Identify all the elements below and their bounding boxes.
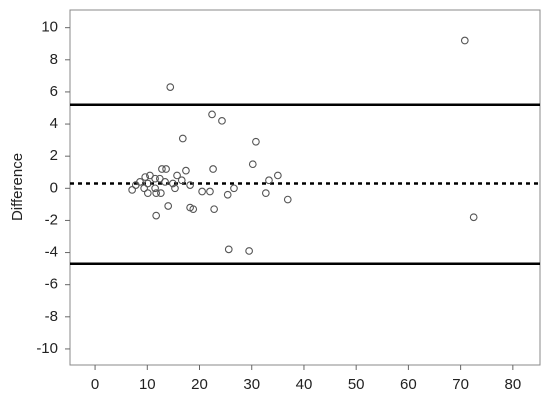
data-point: [209, 165, 217, 173]
x-tick-label: 60: [400, 376, 417, 393]
data-point: [171, 184, 179, 193]
data-point: [182, 166, 190, 175]
data-point: [177, 176, 186, 185]
y-tick-label: -2: [45, 211, 58, 228]
data-point: [162, 165, 170, 173]
x-tick-label: 40: [296, 376, 313, 393]
x-tick-label: 30: [243, 376, 260, 393]
x-tick-label: 10: [139, 376, 156, 393]
data-point: [158, 165, 166, 173]
x-tick-label: 20: [191, 376, 208, 393]
data-point: [206, 187, 214, 196]
data-point: [283, 195, 292, 204]
data-point: [169, 179, 177, 188]
data-point: [141, 173, 150, 181]
y-tick-label: -6: [45, 276, 58, 293]
data-point: [161, 178, 169, 186]
data-point: [143, 179, 152, 188]
data-point: [469, 213, 478, 222]
y-tick-label: 2: [50, 147, 58, 164]
y-tick-label: -10: [36, 340, 58, 357]
data-point: [218, 116, 226, 125]
data-point: [198, 187, 206, 196]
y-tick-label: 6: [50, 83, 58, 100]
data-point: [208, 110, 216, 119]
y-axis-label: Difference: [9, 153, 26, 221]
x-tick-label: 80: [505, 376, 522, 393]
x-tick-label: 50: [348, 376, 365, 393]
data-point: [252, 137, 260, 146]
data-point: [224, 245, 233, 254]
data-point: [166, 83, 175, 91]
data-point: [164, 202, 173, 210]
data-point: [186, 181, 194, 189]
data-point: [128, 186, 136, 194]
data-point: [151, 184, 159, 193]
data-point: [210, 205, 218, 214]
data-point: [157, 189, 165, 197]
data-point: [245, 247, 253, 255]
data-point: [152, 189, 161, 197]
data-point: [178, 134, 187, 143]
data-point: [248, 160, 257, 169]
y-tick-label: -4: [45, 244, 58, 261]
data-point: [273, 171, 282, 180]
data-point: [173, 171, 181, 180]
data-point: [151, 174, 159, 183]
data-point: [223, 190, 232, 199]
y-tick-label: -8: [45, 308, 58, 325]
data-point: [460, 36, 469, 45]
y-tick-label: 0: [50, 179, 58, 196]
data-point: [189, 205, 198, 214]
x-tick-label: 0: [91, 376, 99, 393]
data-point: [230, 184, 238, 193]
data-point: [261, 189, 270, 197]
data-point: [143, 189, 152, 197]
data-point: [140, 184, 149, 193]
x-tick-label: 70: [452, 376, 469, 393]
plot-frame: [69, 9, 541, 366]
data-point: [152, 211, 161, 220]
y-tick-label: 10: [41, 19, 58, 36]
data-point: [265, 176, 273, 185]
y-tick-label: 8: [50, 51, 58, 68]
data-point: [131, 181, 140, 189]
y-tick-label: 4: [50, 115, 58, 132]
